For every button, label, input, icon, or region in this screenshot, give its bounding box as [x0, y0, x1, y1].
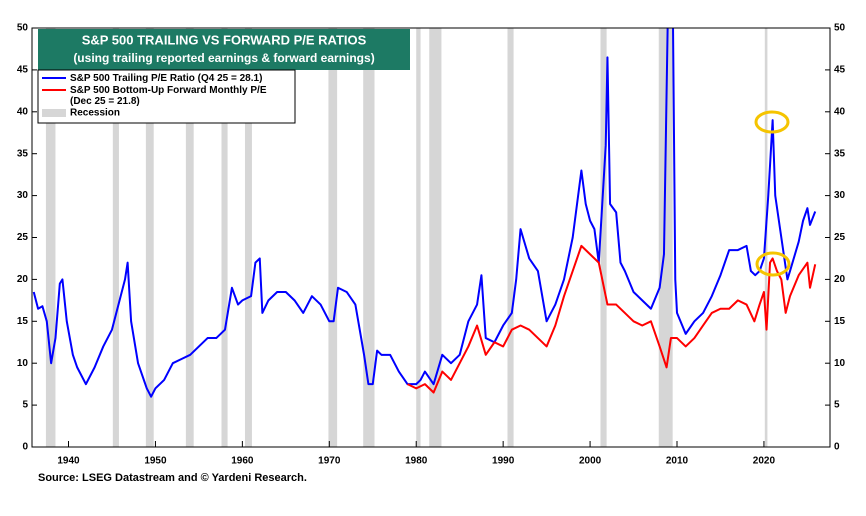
recession-band [185, 28, 194, 447]
recession-band [416, 28, 421, 447]
legend-label: S&P 500 Bottom-Up Forward Monthly P/E (De… [70, 85, 267, 107]
y2-tick-label: 10 [834, 358, 846, 369]
y-tick-label: 15 [17, 316, 29, 327]
lines [32, 28, 817, 398]
y-tick-label: 35 [17, 148, 29, 159]
y2-tick-label: 50 [834, 23, 846, 34]
y2-tick-label: 40 [834, 106, 846, 117]
y2-tick-label: 5 [834, 400, 840, 411]
y-tick-label: 40 [17, 106, 29, 117]
x-tick-label: 1960 [231, 456, 254, 467]
recessions [45, 28, 768, 447]
x-tick-label: 2010 [666, 456, 689, 467]
recession-band [600, 28, 607, 447]
x-tick-label: 1980 [405, 456, 428, 467]
legend: S&P 500 Trailing P/E Ratio (Q4 25 = 28.1… [42, 73, 267, 119]
y-tick-label: 45 [17, 65, 29, 76]
y-tick-label: 5 [22, 400, 28, 411]
legend-label: S&P 500 Trailing P/E Ratio (Q4 25 = 28.1… [70, 73, 262, 84]
x-tick-label: 1990 [492, 456, 515, 467]
highlight-circle [755, 251, 791, 277]
y2-tick-label: 0 [834, 442, 840, 453]
y-tick-label: 25 [17, 232, 29, 243]
legend-label: Recession [70, 108, 120, 119]
recession-band [429, 28, 442, 447]
recession-band [244, 28, 252, 447]
y2-tick-label: 15 [834, 316, 846, 327]
axes: 0 5 10 15 20 25 30 35 40 45 50 0 5 10 15 20 25 30 35 40 45 50… [17, 23, 846, 467]
y-tick-label: 10 [17, 358, 29, 369]
recession-band [221, 28, 228, 447]
y-tick-label: 20 [17, 274, 29, 285]
series-line [32, 28, 817, 398]
x-tick-label: 1950 [144, 456, 167, 467]
y2-tick-label: 30 [834, 190, 846, 201]
y-tick-label: 0 [22, 442, 28, 453]
x-tick-label: 2000 [579, 456, 602, 467]
recession-band [145, 28, 154, 447]
y-tick-label: 30 [17, 190, 29, 201]
recession-band [363, 28, 375, 447]
title-box [38, 29, 410, 70]
chart-subtitle: (using trailing reported earnings & forw… [73, 51, 374, 65]
highlight-circle [754, 110, 790, 134]
recession-band [507, 28, 514, 447]
legend-box [37, 69, 296, 124]
recession-band [112, 28, 119, 447]
x-tick-label: 1940 [57, 456, 80, 467]
recession-band [45, 28, 56, 447]
recession-band [328, 28, 338, 447]
recession-band [658, 28, 673, 447]
x-tick-label: 2020 [753, 456, 776, 467]
y2-tick-label: 45 [834, 65, 846, 76]
x-tick-label: 1970 [318, 456, 341, 467]
legend-swatch [42, 109, 66, 117]
y2-tick-label: 25 [834, 232, 846, 243]
y2-tick-label: 20 [834, 274, 846, 285]
series-line [407, 244, 817, 394]
y-tick-label: 50 [17, 23, 29, 34]
chart-title: S&P 500 TRAILING VS FORWARD P/E RATIOS [82, 32, 367, 47]
y2-tick-label: 35 [834, 148, 846, 159]
source-note: Source: LSEG Datastream and © Yardeni Re… [38, 472, 307, 484]
